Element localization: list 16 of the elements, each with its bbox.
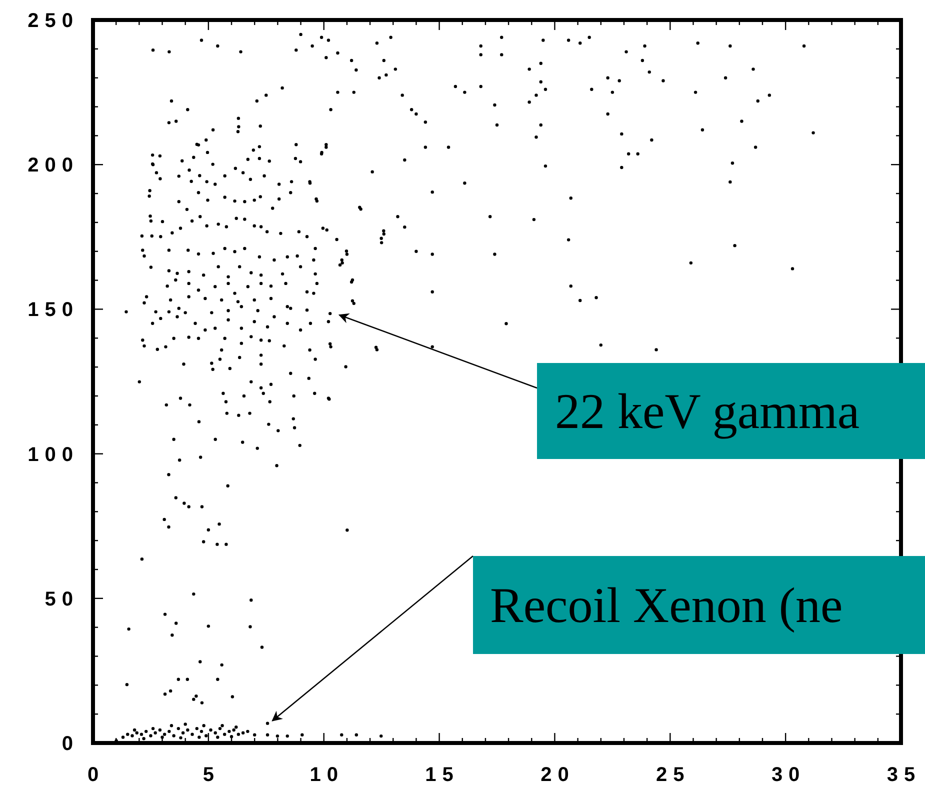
y-tick-label: 100 (28, 444, 79, 466)
x-tick-label: 25 (656, 764, 690, 786)
annotation: 22 keV gamma (555, 383, 860, 439)
annotation: Recoil Xenon (ne (490, 577, 843, 633)
x-tick-label: 15 (425, 764, 460, 786)
y-tick-label: 150 (28, 299, 79, 322)
x-tick-label: 35 (886, 764, 922, 786)
x-tick-label: 0 (87, 764, 105, 786)
y-tick-label: 50 (44, 588, 79, 610)
y-tick-label: 200 (28, 154, 79, 177)
x-tick-label: 5 (202, 764, 220, 786)
y-tick-label: 250 (28, 10, 79, 32)
x-tick-label: 10 (310, 764, 344, 786)
x-tick-label: 30 (771, 764, 806, 786)
x-tick-label: 20 (540, 764, 575, 786)
y-tick-label: 0 (62, 733, 79, 755)
